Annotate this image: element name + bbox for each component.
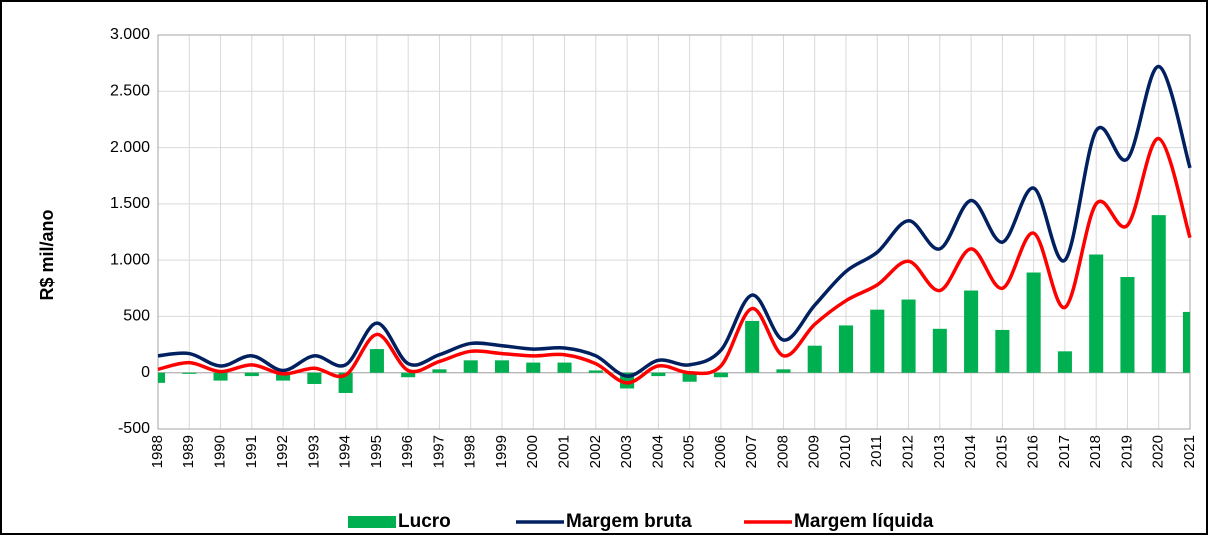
bar [276,372,291,381]
bar [182,372,197,374]
line-series [157,64,1192,378]
bar [651,372,666,377]
bar [1151,215,1166,373]
x-tick-label: 2010 [837,435,854,468]
x-tick-label: 2018 [1087,435,1104,468]
bar [1089,254,1104,373]
x-tick-label: 2002 [587,435,604,468]
x-tick-label: 2012 [900,435,917,468]
bar [588,370,603,373]
x-tick-label: 2014 [962,435,979,468]
x-tick-label: 2017 [1056,435,1073,468]
bar [1120,277,1135,373]
x-tick-label: 2001 [556,435,573,468]
bar [307,372,322,384]
bar [526,362,541,373]
x-tick-label: 2007 [743,435,760,468]
x-tick-label: 2003 [618,435,635,468]
bar [745,320,760,373]
x-tick-label: 1988 [149,435,166,468]
bar [158,372,166,383]
x-tick-label: 1996 [399,435,416,468]
y-axis-label: R$ mil/ano [37,209,57,300]
bar [432,369,447,373]
x-tick-label: 2004 [649,435,666,468]
bar [557,362,572,373]
bar [1057,351,1072,373]
y-tick-label: 500 [123,308,150,325]
x-tick-label: 2000 [524,435,541,468]
y-tick-label: 3.000 [110,26,150,43]
x-tick-label: 2020 [1150,435,1167,468]
x-tick-label: 1997 [430,435,447,468]
bar [463,360,478,373]
x-tick-label: 2019 [1118,435,1135,468]
bar [1182,311,1190,373]
bar [932,328,947,373]
bar [494,360,510,373]
legend-swatch [348,516,396,528]
y-tick-label: 2.000 [110,139,150,156]
y-tick-label: 0 [141,364,150,381]
x-tick-label: 2021 [1181,435,1198,468]
x-tick-label: 2009 [806,435,823,468]
bar [995,329,1010,373]
x-tick-label: 2015 [993,435,1010,468]
y-tick-label: 1.500 [110,195,150,212]
bar [838,325,854,373]
bar [901,299,916,373]
x-tick-label: 1998 [462,435,479,468]
y-tick-label: -500 [118,420,150,437]
legend-label: Margem líquida [794,511,934,532]
x-tick-label: 1995 [368,435,385,468]
x-tick-label: 1990 [212,435,229,468]
bar [964,290,979,373]
legend-label: Margem bruta [566,511,692,532]
x-tick-label: 1992 [274,435,291,468]
bar [401,372,416,378]
x-tick-label: 2011 [868,435,885,467]
bar [213,372,228,381]
line-series [157,136,1192,385]
x-tick-label: 1994 [337,435,354,468]
x-tick-label: 2008 [774,435,791,468]
x-tick-label: 2016 [1025,435,1042,468]
bar [776,369,791,373]
bar [244,372,259,377]
bar [369,349,384,373]
x-tick-label: 2005 [681,435,698,468]
x-tick-label: 1989 [180,435,197,468]
bar [713,372,728,378]
x-tick-label: 1991 [243,435,260,468]
x-tick-label: 2006 [712,435,729,468]
x-tick-label: 1999 [493,435,510,468]
bar [1026,272,1041,373]
x-tick-label: 2013 [931,435,948,468]
bar [870,309,885,373]
x-tick-label: 1993 [305,435,322,468]
y-tick-label: 2.500 [110,83,150,100]
bar [807,345,822,373]
y-tick-label: 1.000 [110,251,150,268]
bar [682,372,697,382]
legend-label: Lucro [398,511,451,532]
